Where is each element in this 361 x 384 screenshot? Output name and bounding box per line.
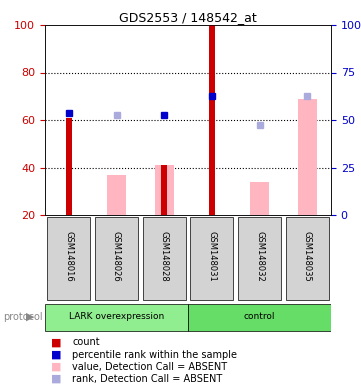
Bar — [161, 165, 167, 215]
Bar — [286, 217, 329, 300]
Text: GSM148035: GSM148035 — [303, 232, 312, 282]
Text: GSM148031: GSM148031 — [207, 232, 216, 282]
Bar — [238, 217, 281, 300]
Text: ■: ■ — [51, 349, 61, 359]
Text: protocol: protocol — [4, 312, 43, 322]
Text: GSM148032: GSM148032 — [255, 232, 264, 282]
Text: count: count — [72, 338, 100, 348]
Bar — [188, 303, 331, 331]
Bar — [95, 217, 138, 300]
Text: LARK overexpression: LARK overexpression — [69, 312, 164, 321]
Bar — [66, 118, 72, 215]
Bar — [143, 217, 186, 300]
Text: ■: ■ — [51, 374, 61, 384]
Bar — [190, 217, 233, 300]
Bar — [297, 99, 317, 215]
Bar — [45, 303, 188, 331]
Text: ■: ■ — [51, 338, 61, 348]
Text: percentile rank within the sample: percentile rank within the sample — [72, 349, 237, 359]
Text: rank, Detection Call = ABSENT: rank, Detection Call = ABSENT — [72, 374, 222, 384]
Text: ■: ■ — [51, 362, 61, 372]
Text: ▶: ▶ — [26, 312, 35, 322]
Title: GDS2553 / 148542_at: GDS2553 / 148542_at — [119, 11, 257, 24]
Bar — [47, 217, 90, 300]
Bar — [209, 25, 215, 215]
Bar — [155, 165, 174, 215]
Text: value, Detection Call = ABSENT: value, Detection Call = ABSENT — [72, 362, 227, 372]
Text: GSM148016: GSM148016 — [64, 232, 73, 282]
Text: GSM148026: GSM148026 — [112, 232, 121, 282]
Bar — [107, 175, 126, 215]
Text: control: control — [244, 312, 275, 321]
Text: GSM148028: GSM148028 — [160, 232, 169, 282]
Bar — [250, 182, 269, 215]
